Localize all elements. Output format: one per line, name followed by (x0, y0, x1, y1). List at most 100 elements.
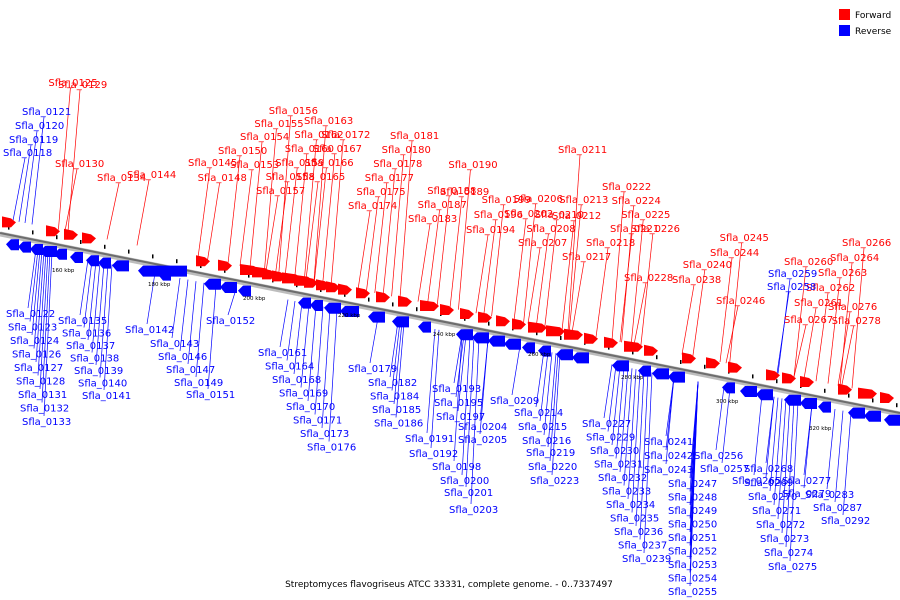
scale-tick-label: 220 kbp (338, 313, 361, 319)
forward-gene-arrow (338, 283, 352, 295)
scale-tick-label: 240 kbp (433, 332, 456, 338)
forward-gene-leader-line (197, 167, 211, 258)
reverse-gene-leader-line (286, 300, 296, 361)
reverse-gene-leader-line (103, 264, 113, 391)
forward-gene-leader-line (640, 233, 654, 347)
forward-gene-leader-line (692, 269, 706, 357)
forward-gene-leader-line (837, 311, 851, 386)
reverse-gene-label: Sfla_0268 (744, 464, 793, 475)
scale-tick-label: 160 kbp (52, 268, 75, 274)
forward-gene-label: Sfla_0163 (304, 116, 353, 127)
forward-gene-arrow (304, 276, 318, 288)
reverse-gene-arrow (638, 365, 651, 377)
forward-gene-label: Sfla_0134 (97, 173, 146, 184)
reverse-gene-label: Sfla_0283 (805, 490, 854, 501)
reverse-gene-leader-line (307, 305, 317, 402)
reverse-gene-leader-line (391, 321, 401, 391)
forward-gene-leader-line (595, 247, 609, 338)
forward-gene-leader-line (449, 196, 463, 309)
reverse-gene-label: Sfla_0216 (522, 436, 571, 447)
reverse-gene-label: Sfla_0192 (409, 449, 458, 460)
forward-gene-label: Sfla_0166 (304, 158, 353, 169)
reverse-gene-arrow (572, 352, 589, 364)
backbone-marker (416, 307, 418, 312)
reverse-gene-label: Sfla_0185 (372, 405, 421, 416)
forward-gene-label: Sfla_0156 (269, 106, 318, 117)
reverse-gene-arrow (800, 398, 817, 409)
reverse-gene-leader-line (395, 322, 405, 418)
forward-gene-leader-line (275, 181, 288, 274)
reverse-gene-label: Sfla_0170 (286, 402, 335, 413)
reverse-gene-label: Sfla_0249 (668, 506, 717, 517)
forward-gene-label: Sfla_0187 (418, 200, 467, 211)
forward-gene-leader-line (249, 141, 263, 269)
reverse-gene-arrow (368, 311, 385, 323)
reverse-gene-arrow (392, 316, 409, 328)
forward-gene-leader-line (330, 139, 344, 285)
reverse-gene-arrow (740, 386, 757, 397)
reverse-gene-leader-line (453, 334, 463, 462)
forward-gene-leader-line (357, 210, 371, 290)
gene-arrows (2, 216, 900, 426)
reverse-gene-leader-line (328, 309, 338, 442)
forward-gene-leader-line (427, 209, 440, 304)
reverse-gene-label: Sfla_0123 (8, 323, 57, 334)
forward-gene-leader-line (561, 220, 575, 331)
reverse-gene-arrow (522, 342, 535, 354)
forward-gene-arrow (564, 328, 583, 340)
reverse-gene-leader-line (842, 412, 852, 516)
forward-gene-label: Sfla_0224 (612, 196, 661, 207)
reverse-gene-leader-line (479, 339, 489, 435)
forward-gene-label: Sfla_0177 (365, 173, 414, 184)
forward-gene-arrow (766, 369, 780, 381)
reverse-gene-label: Sfla_0219 (526, 448, 575, 459)
reverse-gene-leader-line (37, 251, 47, 376)
forward-gene-label: Sfla_0212 (552, 211, 601, 222)
reverse-gene-label: Sfla_0197 (436, 412, 485, 423)
reverse-gene-leader-line (627, 369, 637, 500)
forward-gene-label: Sfla_0183 (408, 214, 457, 225)
reverse-gene-arrow (40, 246, 57, 257)
reverse-gene-label: Sfla_0229 (586, 433, 635, 444)
map-caption: Streptomyces flavogriseus ATCC 33331, co… (285, 580, 613, 590)
reverse-gene-label: Sfla_0231 (594, 460, 643, 471)
forward-gene-label: Sfla_0159 (275, 158, 324, 169)
reverse-gene-arrow (86, 255, 99, 267)
forward-gene-leader-line (815, 292, 829, 382)
forward-gene-label: Sfla_0278 (832, 316, 881, 327)
forward-gene-leader-line (58, 87, 71, 230)
forward-gene-leader-line (851, 247, 865, 389)
reverse-gene-arrow (340, 306, 359, 317)
reverse-gene-leader-line (773, 398, 783, 506)
forward-gene-label: Sfla_0210 (535, 210, 584, 221)
reverse-top-gene-leader-line (12, 157, 26, 221)
reverse-gene-label: Sfla_0255 (668, 587, 717, 598)
reverse-gene-label: Sfla_0195 (434, 398, 483, 409)
backbone-marker (488, 321, 490, 326)
forward-gene-leader-line (841, 325, 854, 387)
forward-gene-label: Sfla_0238 (672, 275, 721, 286)
forward-gene-arrow (326, 281, 340, 293)
reverse-gene-label: Sfla_0146 (158, 352, 207, 363)
reverse-gene-label: Sfla_0127 (14, 363, 63, 374)
reverse-gene-label: Sfla_0215 (518, 422, 567, 433)
legend-forward-swatch (839, 9, 850, 20)
leader-lines (12, 87, 865, 587)
forward-gene-leader-line (621, 205, 634, 343)
reverse-gene-arrow (818, 401, 831, 413)
forward-gene-label: Sfla_0130 (55, 159, 104, 170)
reverse-gene-label: Sfla_0143 (150, 339, 199, 350)
reverse-gene-label: Sfla_0191 (405, 434, 454, 445)
reverse-gene-label: Sfla_0179 (348, 364, 397, 375)
reverse-gene-label: Sfla_0204 (458, 422, 507, 433)
reverse-gene-leader-line (511, 345, 521, 396)
reverse-gene-label: Sfla_0251 (668, 533, 717, 544)
reverse-gene-label: Sfla_0220 (528, 462, 577, 473)
reverse-gene-label: Sfla_0161 (258, 348, 307, 359)
gene-labels: Sfla_0129Sfla_0125Sfla_0130Sfla_0134Sfla… (3, 78, 891, 598)
reverse-gene-leader-line (465, 336, 475, 488)
reverse-gene-leader-line (721, 387, 731, 464)
forward-gene-leader-line (294, 153, 308, 277)
forward-gene-arrow (706, 357, 720, 369)
forward-gene-leader-line (207, 182, 220, 260)
